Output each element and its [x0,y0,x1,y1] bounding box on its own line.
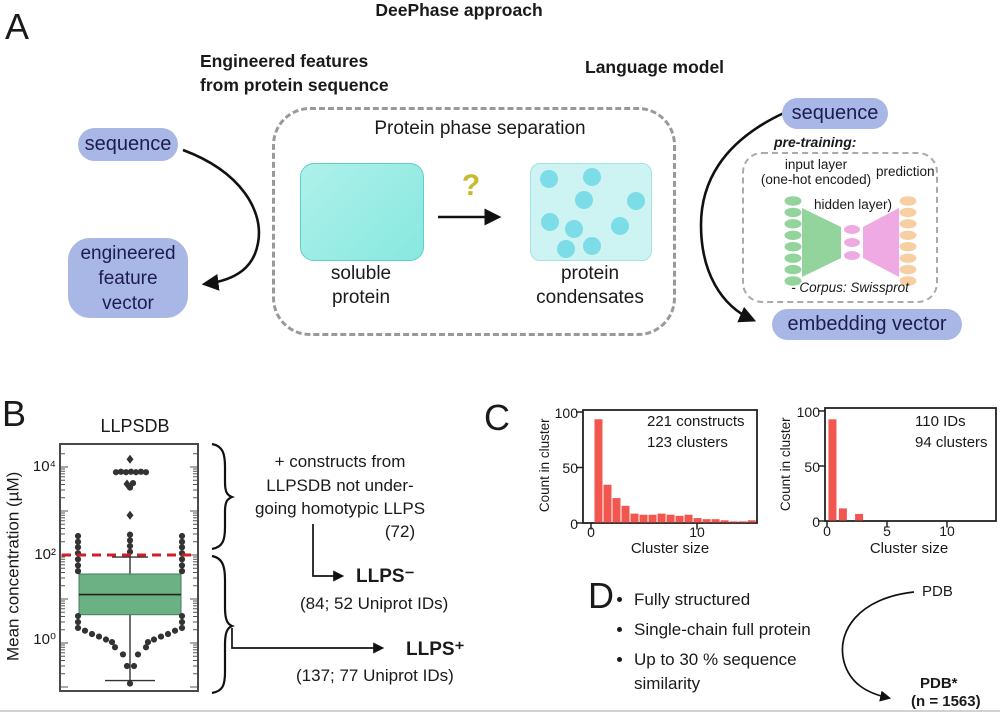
hist1-ytick-100: 100 [554,405,578,421]
panel-c-label: C [484,397,510,438]
hist2-xtick-5: 5 [883,523,891,539]
hist2-xlabel: Cluster size [869,540,949,557]
protein-condensates-box [530,163,652,261]
soluble-protein-label: soluble protein [330,263,392,308]
llps-minus-detail: (84; 52 Uniprot IDs) [300,594,449,613]
hist1-xtick-10: 10 [689,524,705,540]
pretraining-label: pre-training: [774,134,857,150]
llps-minus-label: LLPS⁻ [356,566,415,587]
bullet-single-chain: Single-chain full protein [634,618,874,642]
corpus-label: - Corpus: Swissprot [791,280,909,295]
hist1-ytick-0: 0 [570,516,578,532]
language-model-heading: Language model [585,57,725,77]
hist2-xtick-10: 10 [939,523,955,539]
panel-b-label: B [2,393,27,434]
arrow-to-llps-plus [231,628,385,654]
prediction-label: prediction [876,164,935,179]
hist2-xtick-0: 0 [823,523,831,539]
bullet-fully-structured: Fully structured [634,588,874,612]
boxplot-ytick-1e2: 10² [34,546,56,563]
arrow-sequence-to-engineered-vector [182,148,261,291]
boxplot-content [61,453,197,688]
bullet-sequence-similarity: Up to 30 % sequence similarity [634,648,874,696]
protein-condensates-label: protein condensates [536,263,644,308]
hist2-ytick-50: 50 [804,459,820,475]
panel-a-label: A [5,6,30,47]
hist1-ytick-50: 50 [562,460,578,476]
pdb-filter-bullets: Fully structured Single-chain full prote… [612,588,874,702]
pdb-label: PDB [922,583,953,600]
pdb-star-label: PDB* [920,675,958,692]
hist2-ytick-0: 0 [812,514,820,530]
engineered-features-heading: Engineered features from protein sequenc… [200,51,389,95]
boxplot-title: LLPSDB [100,416,170,436]
phase-separation-title: Protein phase separation [374,118,586,139]
engineered-feature-vector-pill: engineered feature vector [68,238,188,318]
figure-title: DeePhase approach [375,0,543,20]
sequence-pill-left: sequence [78,128,178,161]
input-layer-label: input layer (one-hot encoded) [760,157,872,187]
hist2-bars [828,419,864,521]
lower-brace [211,554,235,695]
upper-brace [211,442,235,551]
boxplot-ytick-1e0: 10⁰ [33,631,56,648]
pdb-star-count: (n = 1563) [911,693,981,710]
hidden-layer-label: hidden layer) [814,197,893,212]
panel-d-label: D [588,575,614,616]
hist2-ytick-100: 100 [796,404,820,420]
hist2-annotation: 110 IDs 94 clusters [915,413,988,451]
question-mark: ? [461,169,481,202]
embedding-vector-pill: embedding vector [772,309,962,340]
phase-separation-dashed-box [272,107,676,336]
boxplot-ylabel: Mean concentration (µM) [3,471,23,662]
hist1-xlabel: Cluster size [630,540,710,557]
sequence-pill-right: sequence [782,98,888,129]
soluble-protein-box [300,163,424,261]
boxplot-ytick-1e4: 10⁴ [32,458,56,475]
llpsdb-note: + constructs from LLPSDB not under- goin… [254,452,426,518]
llpsdb-note-count: (72) [384,522,416,541]
llps-plus-detail: (137; 77 Uniprot IDs) [296,666,454,685]
boxplot-frame [59,443,199,692]
hist1-xtick-0: 0 [587,524,595,540]
llps-plus-label: LLPS⁺ [406,639,465,660]
arrow-to-llps-minus [312,524,345,582]
hist1-annotation: 221 constructs 123 clusters [647,413,745,451]
